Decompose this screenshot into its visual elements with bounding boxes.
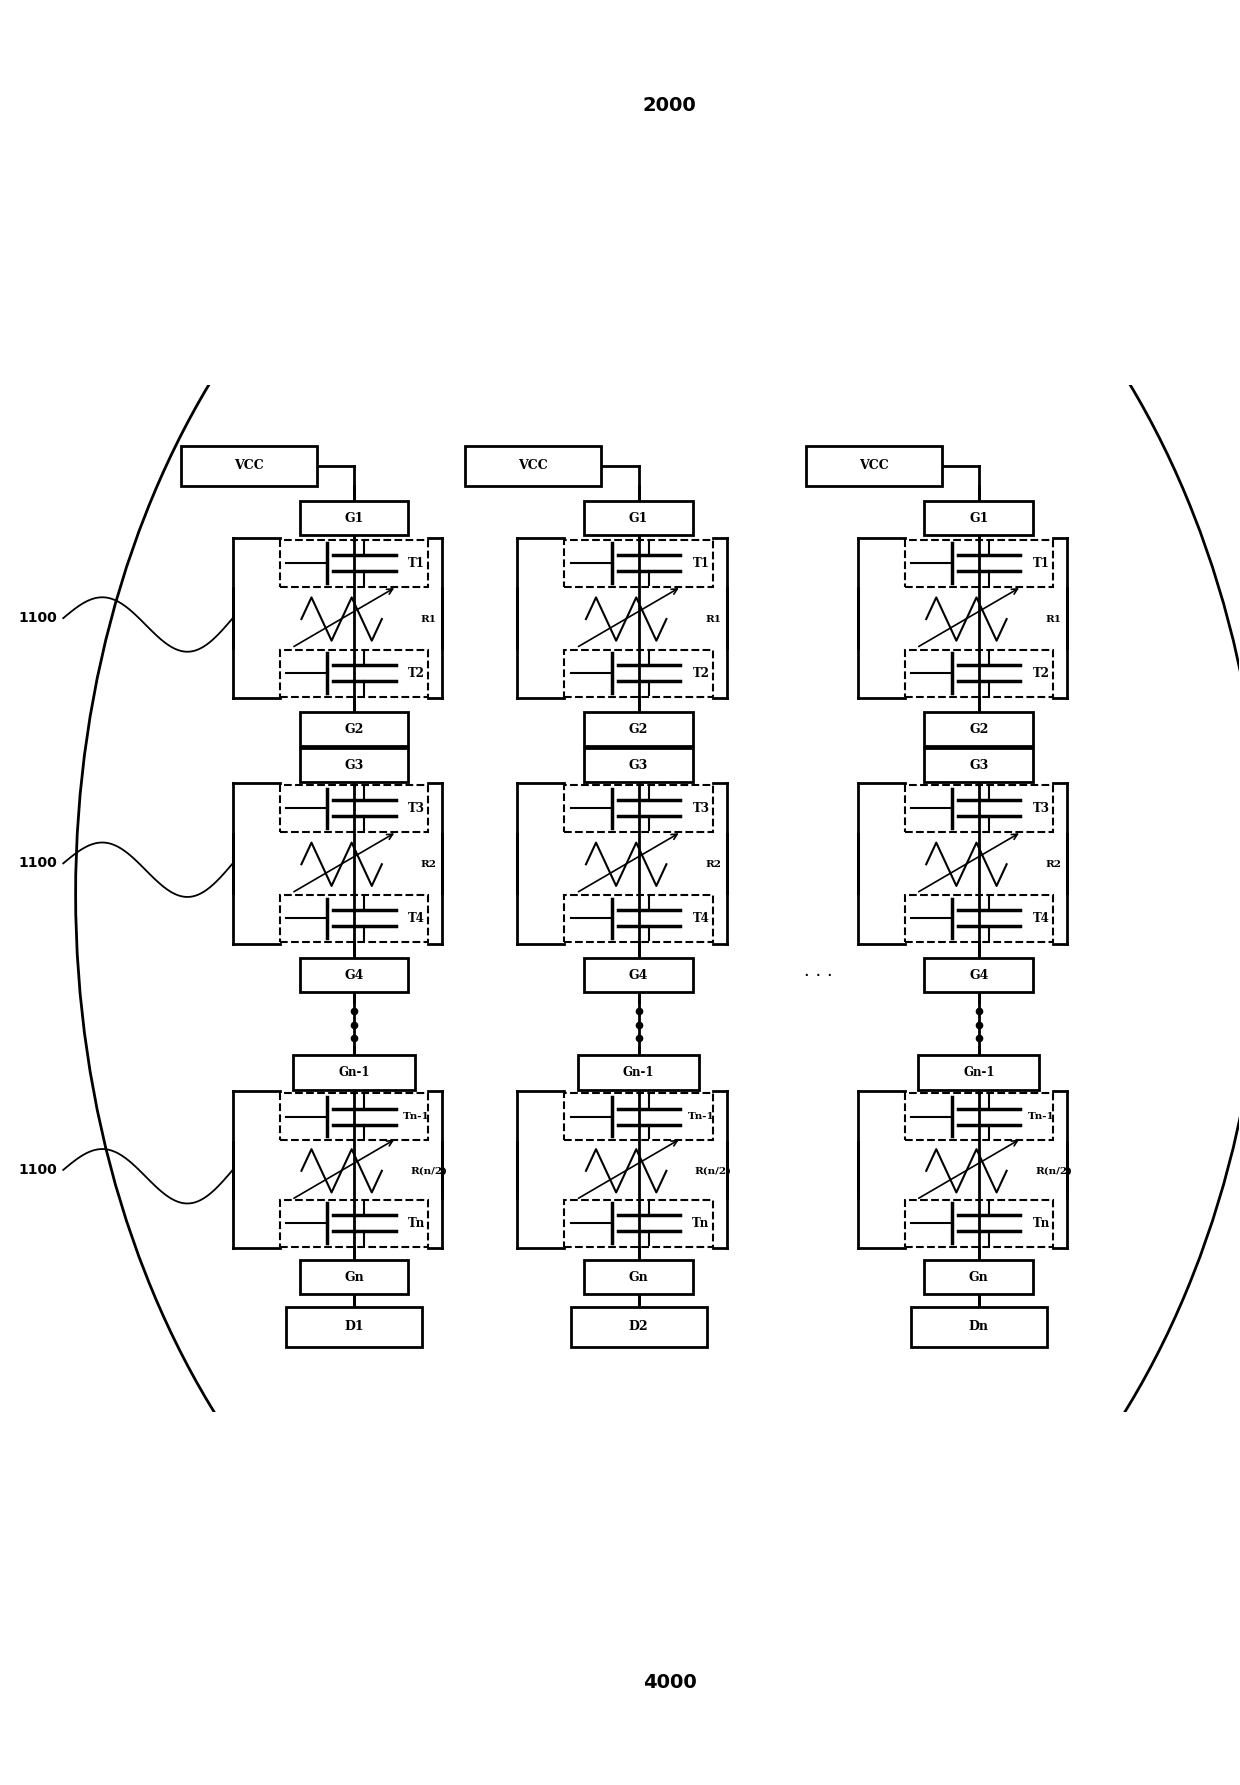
Text: R2: R2 — [706, 860, 722, 869]
Bar — [300, 712, 408, 746]
Text: G4: G4 — [629, 969, 649, 982]
Text: Tn-1: Tn-1 — [687, 1112, 714, 1121]
Text: G4: G4 — [345, 969, 363, 982]
Bar — [280, 785, 428, 832]
Text: T3: T3 — [1033, 801, 1049, 816]
Bar — [280, 1092, 428, 1141]
Bar — [300, 1260, 408, 1294]
Bar — [806, 446, 941, 486]
Text: G3: G3 — [345, 759, 363, 771]
Text: 4000: 4000 — [642, 1673, 697, 1692]
Bar — [181, 446, 317, 486]
Bar — [564, 539, 713, 587]
Bar — [924, 712, 1033, 746]
Text: G2: G2 — [970, 723, 988, 735]
Text: Gn: Gn — [345, 1271, 363, 1283]
Bar — [564, 785, 713, 832]
Bar — [280, 1200, 428, 1246]
Text: Tn-1: Tn-1 — [403, 1112, 430, 1121]
Text: 1100: 1100 — [19, 610, 57, 625]
Text: VCC: VCC — [859, 459, 889, 473]
Bar — [465, 446, 601, 486]
Text: VCC: VCC — [518, 459, 548, 473]
Bar — [910, 1307, 1047, 1346]
Text: G1: G1 — [629, 512, 649, 525]
Bar — [584, 748, 693, 782]
Bar — [918, 1055, 1039, 1089]
Text: Tn: Tn — [692, 1217, 709, 1230]
Text: Tn-1: Tn-1 — [1028, 1112, 1054, 1121]
Bar — [280, 650, 428, 696]
Text: G2: G2 — [629, 723, 649, 735]
Text: T4: T4 — [692, 912, 709, 925]
Text: T3: T3 — [408, 801, 425, 816]
Bar — [904, 785, 1053, 832]
Text: G2: G2 — [345, 723, 363, 735]
Text: G4: G4 — [970, 969, 988, 982]
Text: R2: R2 — [1045, 860, 1061, 869]
Bar — [300, 748, 408, 782]
Bar — [300, 959, 408, 992]
Text: T4: T4 — [1033, 912, 1049, 925]
Bar — [564, 1092, 713, 1141]
Text: T2: T2 — [692, 666, 709, 680]
Bar — [924, 502, 1033, 536]
Bar — [584, 1260, 693, 1294]
Text: . . .: . . . — [804, 962, 832, 980]
Text: G3: G3 — [629, 759, 649, 771]
Bar — [578, 1055, 699, 1089]
Text: R(n/2): R(n/2) — [410, 1166, 448, 1175]
Text: T4: T4 — [408, 912, 425, 925]
Text: G3: G3 — [970, 759, 988, 771]
Text: T1: T1 — [1033, 557, 1049, 569]
Text: T2: T2 — [408, 666, 425, 680]
Bar — [570, 1307, 707, 1346]
Text: T1: T1 — [408, 557, 425, 569]
Text: Gn: Gn — [629, 1271, 649, 1283]
Bar — [924, 959, 1033, 992]
Bar — [564, 894, 713, 942]
Text: Gn: Gn — [968, 1271, 988, 1283]
Bar — [300, 502, 408, 536]
Text: R1: R1 — [420, 614, 436, 623]
Bar — [584, 712, 693, 746]
Text: Gn-1: Gn-1 — [339, 1066, 370, 1078]
Bar — [904, 539, 1053, 587]
Text: Tn: Tn — [408, 1217, 425, 1230]
Text: Dn: Dn — [968, 1321, 988, 1333]
Bar — [904, 1200, 1053, 1246]
Bar — [294, 1055, 414, 1089]
Text: T1: T1 — [692, 557, 709, 569]
Text: 1100: 1100 — [19, 857, 57, 871]
Bar — [904, 894, 1053, 942]
Bar — [564, 650, 713, 696]
Text: 2000: 2000 — [642, 96, 697, 114]
Bar — [280, 894, 428, 942]
Text: R(n/2): R(n/2) — [1035, 1166, 1073, 1175]
Text: R1: R1 — [1045, 614, 1061, 623]
Text: R1: R1 — [706, 614, 722, 623]
Text: D1: D1 — [345, 1321, 363, 1333]
Text: T2: T2 — [1033, 666, 1049, 680]
Text: Gn-1: Gn-1 — [963, 1066, 994, 1078]
Text: Gn-1: Gn-1 — [622, 1066, 655, 1078]
Text: G1: G1 — [345, 512, 363, 525]
Bar — [584, 959, 693, 992]
Bar — [286, 1307, 422, 1346]
Text: T3: T3 — [692, 801, 709, 816]
Bar — [904, 1092, 1053, 1141]
Bar — [904, 650, 1053, 696]
Text: R2: R2 — [420, 860, 436, 869]
Text: VCC: VCC — [234, 459, 264, 473]
Text: D2: D2 — [629, 1321, 649, 1333]
Bar — [924, 1260, 1033, 1294]
Bar — [564, 1200, 713, 1246]
Bar — [280, 539, 428, 587]
Text: R(n/2): R(n/2) — [694, 1166, 732, 1175]
Text: 1100: 1100 — [19, 1162, 57, 1176]
Text: G1: G1 — [970, 512, 988, 525]
Text: Tn: Tn — [1033, 1217, 1050, 1230]
Bar — [584, 502, 693, 536]
Bar — [924, 748, 1033, 782]
